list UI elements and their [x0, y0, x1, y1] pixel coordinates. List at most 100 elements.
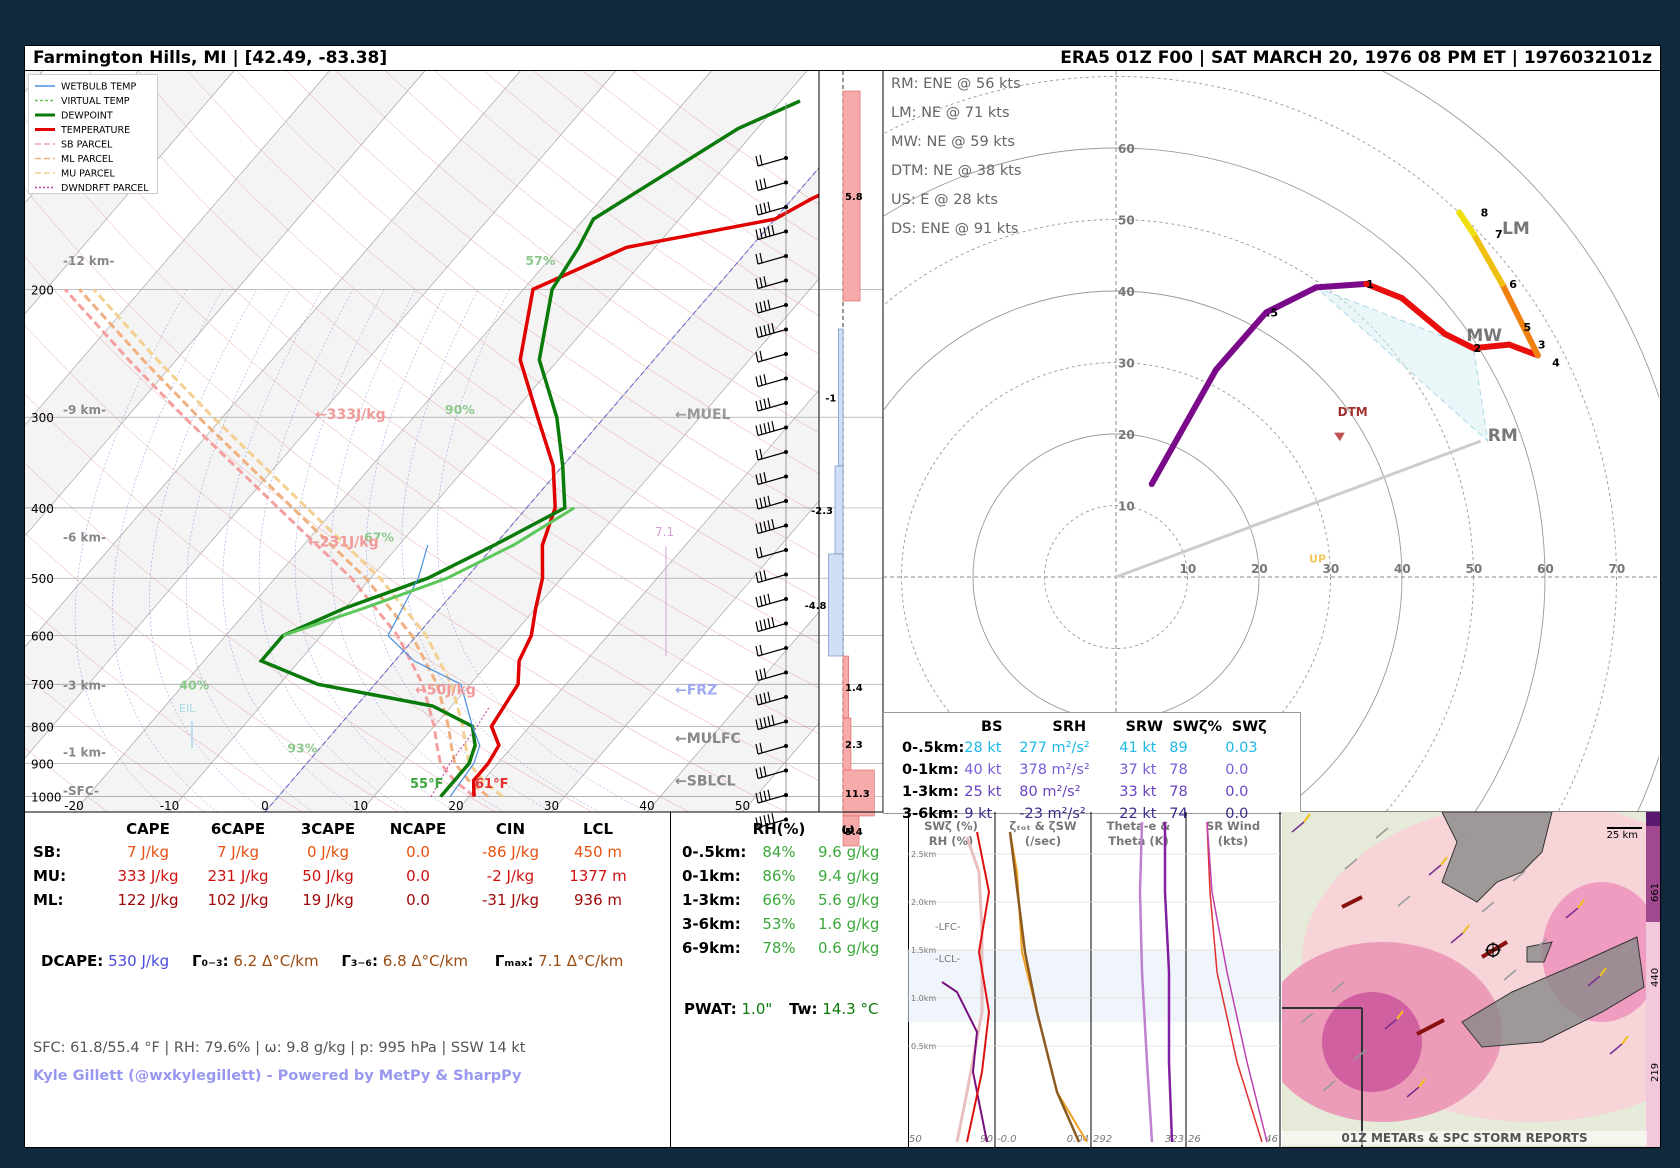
hodo-ring-label: 30 — [1118, 357, 1135, 371]
advection-value: 5.4 — [845, 827, 863, 838]
wind-barb — [755, 201, 788, 216]
pressure-tick-label: 600 — [31, 630, 54, 644]
mini-height-label: 2.5km — [911, 850, 936, 859]
thermo-header-ncape: NCAPE — [389, 820, 447, 838]
rh-label: 40% — [179, 678, 209, 693]
height-label: -9 km- — [63, 403, 106, 417]
colorbar-label: 661 — [1650, 883, 1660, 902]
hodo-ring-label: 60 — [1537, 562, 1554, 576]
wind-barb — [755, 472, 788, 486]
moisture-row: 0-1km: 86% 9.4 g/kg — [682, 867, 880, 885]
advection-bar — [838, 328, 844, 467]
advection-value: -4.8 — [805, 601, 827, 612]
wind-barb — [755, 322, 788, 339]
thermo-header-lcl: LCL — [582, 820, 614, 838]
metar-station — [1406, 1078, 1426, 1098]
temp-tick-label: 10 — [353, 799, 368, 813]
skew-t-axes: 200 300 400 500 600 700 800 900 1000-20 -10 0 10 20 3… — [31, 103, 788, 829]
chart-area: 200 300 400 500 600 700 800 900 1000-20 -10 0 10 20 3… — [25, 71, 1660, 847]
surface-temp-label: 61°F — [475, 777, 508, 792]
metar-station — [1331, 981, 1345, 993]
parcel-level-annotation: ←FRZ — [675, 683, 717, 699]
wind-barb — [755, 766, 788, 780]
parcel-level-annotation: ←MUEL — [675, 407, 731, 423]
advection-value: -1 — [825, 394, 836, 405]
rh-label: 90% — [445, 402, 475, 417]
kin-header-srh: SRH — [1052, 719, 1087, 735]
wind-barb — [755, 374, 788, 388]
hodo-ring-label: 70 — [1609, 562, 1626, 576]
pressure-tick-label: 500 — [31, 572, 54, 586]
hodo-height-label: 5 — [1524, 321, 1532, 334]
storm-motion-label: UP — [1309, 553, 1326, 566]
hodograph-segment — [1441, 330, 1477, 352]
parcel-level-annotation: ←50J/kg — [415, 683, 476, 699]
svg-text:292: 292 — [1093, 1134, 1112, 1145]
metar-map: 661 440 219 01Z METARs & SPC STORM REPORTS… — [1282, 812, 1660, 1147]
advection-value: 11.3 — [845, 789, 870, 800]
hodograph-segment — [1263, 284, 1320, 316]
motion-us: US: E @ 28 kts — [891, 192, 998, 208]
lapse-0-3-value: 6.2 Δ°C/km — [233, 952, 319, 970]
rh-label: 67% — [364, 529, 394, 544]
legend-entry: DEWPOINT — [61, 111, 113, 122]
hodo-ring-label: 10 — [1118, 500, 1135, 514]
advection-bar — [828, 553, 844, 657]
hodo-ring-label: 40 — [1118, 285, 1135, 299]
hodo-ring-label: 20 — [1118, 428, 1135, 442]
pwat-row: PWAT: 1.0" Tw: 14.3 °C — [684, 1000, 879, 1018]
moisture-header-rh: RH(%) — [752, 820, 806, 838]
virtual-temp-line — [282, 506, 576, 638]
wind-barb — [755, 644, 788, 657]
mini-profile-panel: Theta-e &Theta (K) 292 323 — [1091, 812, 1187, 1147]
hodo-height-label: 3 — [1538, 339, 1546, 352]
kin-header-srw: SRW — [1125, 719, 1164, 735]
hodo-height-label: 1 — [1366, 278, 1374, 291]
wind-barb — [755, 691, 788, 706]
legend-entry: ML PARCEL — [61, 154, 114, 165]
metar-station — [1609, 1035, 1629, 1055]
thermo-panel: CAPE 6CAPE 3CAPE NCAPE CIN LCL SB: 7 J/kg… — [25, 812, 671, 1147]
wind-barb — [755, 518, 788, 535]
wind-barb — [755, 495, 788, 510]
wind-barb — [755, 616, 788, 633]
motion-mw: MW: NE @ 59 kts — [891, 134, 1015, 150]
hodograph-segment — [1470, 341, 1513, 352]
mini-height-label: 2.0km — [911, 898, 936, 907]
svg-text:Theta-e &: Theta-e & — [1107, 819, 1171, 833]
metar-station — [1375, 827, 1389, 839]
rh-label: 57% — [525, 253, 555, 268]
svg-text:26: 26 — [1188, 1134, 1201, 1145]
advection-value: 2.3 — [845, 740, 863, 751]
storm-motion-label: RM — [1488, 426, 1518, 446]
mini-lfc-label: -LFC- — [935, 922, 961, 933]
run-title: ERA5 01Z F00 | SAT MARCH 20, 1976 08 PM … — [1060, 48, 1652, 68]
kinematics-row: 1-3km: 25 kt 80 m²/s² 33 kt 78 0.0 — [902, 784, 1249, 800]
kinematics-row: 3-6km: 9 kt -23 m²/s² 22 kt 74 0.0 — [902, 806, 1249, 822]
wind-barb — [755, 420, 788, 437]
storm-motion-label: LM — [1502, 219, 1530, 239]
legend-entry: TEMPERATURE — [60, 125, 130, 136]
wind-barb — [755, 593, 788, 608]
wind-barb — [755, 448, 788, 461]
hodograph-segment — [1520, 323, 1541, 359]
height-label: -SFC- — [63, 784, 99, 798]
temp-tick-label: 40 — [639, 799, 654, 813]
hodograph-segment — [1456, 209, 1477, 237]
map-caption: 01Z METARs & SPC STORM REPORTS — [1282, 1131, 1647, 1145]
hodograph-segment — [1399, 295, 1448, 337]
metar-station — [1587, 967, 1607, 987]
advection-value: -2.3 — [811, 506, 833, 517]
parcel-level-annotation: ←231J/kg — [308, 534, 379, 550]
hodograph-segment — [1506, 341, 1541, 359]
pressure-tick-label: 300 — [31, 411, 54, 425]
legend-entry: WETBULB TEMP — [61, 82, 137, 93]
legend-entry: MU PARCEL — [61, 169, 116, 180]
colorbar-label: 440 — [1650, 968, 1660, 987]
surface-dewpoint-label: 55°F — [410, 777, 443, 792]
metar-station — [1512, 870, 1526, 882]
series-wetbulb-temp — [387, 544, 481, 797]
location-title: Farmington Hills, MI | [42.49, -83.38] — [33, 48, 388, 68]
metar-station — [1450, 924, 1470, 944]
